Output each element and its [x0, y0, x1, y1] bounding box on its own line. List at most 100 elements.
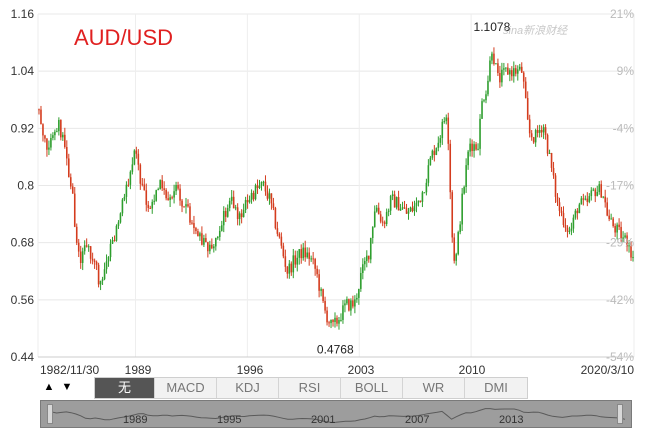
range-navigator[interactable]: 1989 1995 2001 2007 2013 [40, 400, 632, 428]
candle-body [264, 181, 267, 192]
candle-body [248, 199, 251, 203]
candle-body [143, 184, 146, 191]
candle-body [109, 243, 112, 258]
candle-body [350, 300, 352, 311]
candle-body [594, 189, 597, 197]
candle-body [48, 147, 50, 150]
candle-body [306, 252, 308, 258]
candle-body [66, 146, 68, 159]
candle-body [330, 319, 332, 324]
tab-kdj[interactable]: KDJ [217, 378, 279, 398]
candle-body [348, 299, 350, 311]
candle-body [511, 70, 513, 77]
candle-body [215, 237, 217, 247]
y-right-tick-label: -17% [606, 179, 634, 193]
candle-body [222, 210, 225, 226]
candle-body [207, 242, 209, 252]
candle-body [234, 207, 237, 209]
candle-body [387, 210, 390, 213]
candle-body [123, 196, 126, 200]
candle-body [600, 184, 603, 198]
navigator-right-handle[interactable] [617, 404, 623, 424]
candle-body [423, 192, 426, 194]
candle-body [610, 218, 612, 220]
candle-body [415, 202, 418, 206]
candle-body [50, 137, 52, 148]
navigator-label-1995: 1995 [217, 414, 242, 426]
candle-body [427, 165, 430, 183]
candle-body [209, 244, 211, 252]
candle-body [117, 222, 120, 226]
candle-body [286, 266, 289, 274]
candle-body [364, 260, 366, 265]
candle-body [183, 206, 185, 208]
tab-macd[interactable]: MACD [155, 378, 217, 398]
candle-body [145, 190, 148, 205]
candle-body [453, 237, 456, 261]
navigator-mini-line [46, 408, 626, 423]
candle-body [171, 197, 173, 199]
candle-body [218, 230, 221, 237]
candle-body [107, 257, 110, 262]
candle-body [407, 211, 410, 214]
candle-body [260, 182, 263, 186]
candle-body [457, 232, 459, 255]
candle-body [141, 183, 144, 185]
candle-body [435, 147, 438, 155]
tab-dmi[interactable]: DMI [465, 378, 527, 398]
candle-body [56, 131, 58, 133]
candle-body [119, 213, 122, 223]
candle-body [475, 144, 477, 150]
scroll-arrows: ▲ ▼ [40, 377, 76, 397]
navigator-left-handle[interactable] [47, 404, 53, 424]
candle-body [447, 117, 450, 144]
candle-body [568, 230, 571, 232]
candle-body [582, 198, 585, 200]
candle-body [38, 109, 40, 111]
candle-body [507, 67, 509, 75]
candle-body [197, 231, 199, 237]
scroll-up-button[interactable]: ▲ [43, 381, 55, 393]
x-tick-label: 2010 [459, 363, 486, 376]
y-tick-label: 0.68 [11, 236, 35, 250]
navigator-line [46, 408, 626, 423]
candle-body [302, 247, 305, 259]
candle-body [111, 240, 114, 244]
candle-body [385, 212, 388, 224]
tab-boll[interactable]: BOLL [341, 378, 403, 398]
candle-body [526, 98, 529, 120]
candle-body [564, 224, 567, 228]
candle-body [431, 150, 434, 158]
tab-rsi[interactable]: RSI [279, 378, 341, 398]
candle-body [620, 226, 622, 239]
candle-body [294, 255, 297, 265]
candle-body [244, 200, 247, 210]
candle-body [630, 245, 632, 258]
candle-body [477, 148, 479, 150]
candle-body [274, 207, 277, 229]
candle-body [501, 69, 503, 83]
y-tick-label: 1.16 [11, 7, 35, 21]
candle-body [624, 235, 626, 238]
tab-none[interactable]: 无 [95, 378, 155, 398]
candle-body [328, 322, 330, 324]
candle-body [352, 300, 354, 307]
candle-body [185, 204, 187, 207]
candle-body [310, 258, 312, 260]
sina-watermark: sina新浪财经 [503, 24, 568, 37]
candle-body [552, 167, 555, 176]
candle-body [115, 225, 118, 241]
candle-body [608, 215, 610, 220]
candle-body [461, 193, 463, 225]
candle-body [252, 192, 255, 200]
tab-wr[interactable]: WR [403, 378, 465, 398]
x-tick-label: 2020/3/10 [581, 363, 635, 376]
candle-body [397, 197, 400, 211]
candle-body [54, 131, 56, 136]
candle-body [322, 289, 324, 302]
candle-body [177, 184, 179, 189]
y-right-tick-label: -29% [606, 236, 634, 250]
scroll-down-button[interactable]: ▼ [61, 381, 73, 393]
candle-body [187, 204, 189, 207]
candle-body [487, 80, 489, 95]
